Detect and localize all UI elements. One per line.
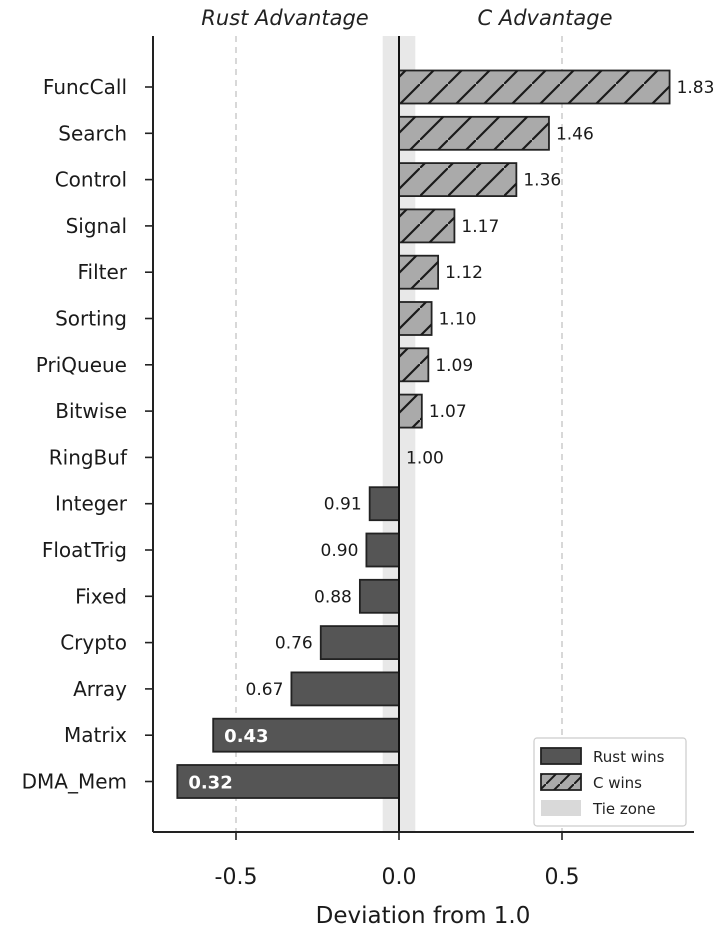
value-label: 0.76 [275, 634, 313, 654]
region-label-rust: Rust Advantage [201, 6, 368, 30]
category-label: RingBuf [49, 445, 128, 469]
category-label: FuncCall [43, 75, 127, 99]
category-label: Sorting [55, 307, 127, 331]
category-label: DMA_Mem [22, 770, 127, 794]
bar-hatch-Filter [399, 255, 439, 289]
value-label: 0.90 [321, 541, 359, 561]
region-label-c: C Advantage [478, 6, 613, 30]
bar-Array [290, 671, 400, 707]
bar-hatch-Search [399, 116, 549, 150]
value-label: 1.17 [461, 217, 499, 237]
legend-swatch-c-hatch [541, 774, 581, 790]
x-tick-label: -0.5 [215, 865, 258, 890]
bar-hatch-FuncCall [399, 70, 670, 104]
value-label: 0.67 [246, 680, 284, 700]
value-label: 1.00 [406, 448, 444, 468]
category-label: Control [55, 168, 127, 192]
x-axis-label: Deviation from 1.0 [316, 903, 531, 928]
legend-swatch-tie [541, 800, 581, 816]
bar-Crypto [319, 625, 400, 660]
legend-label-tie: Tie zone [592, 800, 656, 818]
bar-hatch-Sorting [399, 302, 432, 335]
bar-FloatTrig [365, 532, 400, 568]
category-label: PriQueue [36, 353, 127, 377]
value-label: 0.91 [324, 495, 362, 515]
category-label: Matrix [64, 723, 127, 747]
bar-hatch-Bitwise [399, 394, 422, 428]
category-label: Bitwise [55, 399, 127, 423]
legend-label-c: C wins [593, 774, 642, 792]
value-label: 1.46 [556, 124, 594, 144]
value-label: 1.36 [523, 171, 561, 191]
category-label: Fixed [75, 584, 127, 608]
bar-Matrix [212, 717, 400, 753]
bar-Integer [368, 486, 400, 522]
bar-hatch-Signal [399, 209, 455, 243]
category-label: Filter [77, 260, 127, 284]
value-label: 0.88 [314, 587, 352, 607]
value-label: 1.12 [445, 263, 483, 283]
category-label: Search [58, 121, 127, 145]
legend-label-rust: Rust wins [593, 748, 665, 766]
value-label: 0.32 [188, 773, 232, 794]
x-tick-label: 0.5 [545, 865, 580, 890]
category-label: Crypto [60, 631, 127, 655]
category-label: Signal [66, 214, 127, 238]
x-tick-label: 0.0 [382, 865, 417, 890]
legend-swatch-rust [540, 747, 582, 765]
category-label: FloatTrig [42, 538, 127, 562]
legend: Rust wins C wins Tie zone [533, 737, 687, 827]
value-label: 1.09 [435, 356, 473, 376]
bar-hatch-PriQueue [399, 348, 429, 382]
category-label: Array [73, 677, 127, 701]
value-label: 1.10 [439, 310, 477, 330]
bar-Fixed [358, 578, 400, 614]
bar-hatch-Control [399, 163, 517, 197]
value-label: 1.83 [677, 78, 715, 98]
value-label: 1.07 [429, 402, 467, 422]
category-label: Integer [55, 492, 128, 516]
value-label: 0.43 [224, 726, 268, 747]
